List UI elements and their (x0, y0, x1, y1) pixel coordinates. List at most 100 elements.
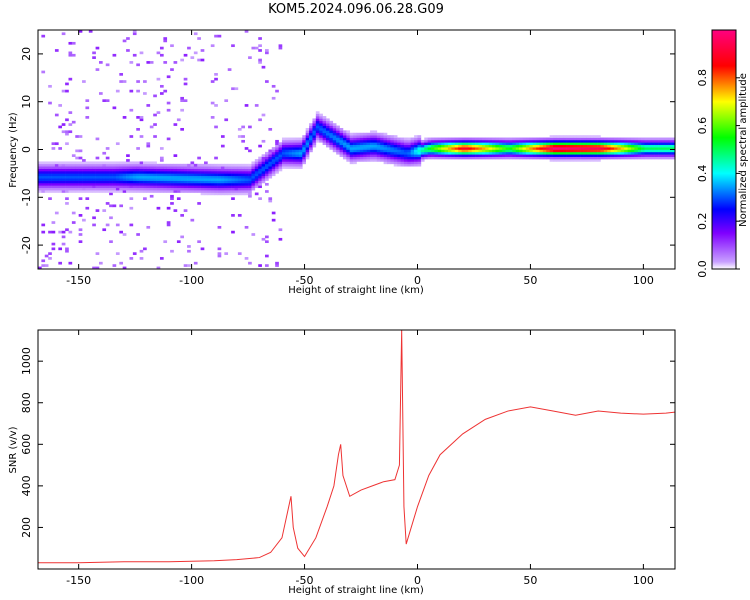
spectrogram-cell (366, 135, 371, 138)
spectrogram-cell (580, 156, 584, 160)
spectrogram-cell (88, 30, 93, 33)
spectrogram-cell (173, 168, 178, 172)
spectrogram-cell (488, 149, 493, 153)
spectrogram-cell (420, 149, 425, 153)
spectrogram-cell (569, 147, 574, 150)
spectrogram-cell (475, 154, 479, 157)
spectrogram-cell (78, 168, 83, 172)
spectrogram-x-label: Height of straight line (km) (288, 285, 424, 296)
spectrogram-cell (278, 151, 283, 155)
spectrogram-cell (248, 194, 252, 198)
spectrogram-cell (447, 147, 452, 150)
spectrogram-cell (38, 190, 42, 193)
spectrogram-cell (85, 171, 90, 174)
spectrogram-cell (275, 166, 279, 169)
spectrogram-cell (390, 151, 395, 155)
spectrogram-cell (224, 118, 229, 122)
spectrogram-cell (159, 92, 164, 95)
spectrogram-cell (149, 125, 154, 129)
spectrogram-cell (610, 156, 615, 160)
spectrogram-cell (105, 180, 110, 184)
spectrogram-cell (146, 166, 151, 169)
spectrogram-cell (153, 163, 157, 167)
spectrogram-cell (200, 187, 205, 191)
spectrogram-cell (102, 228, 107, 232)
spectrogram-cell (285, 159, 290, 162)
spectrogram-cell (309, 147, 313, 150)
spectrogram-cell (458, 144, 462, 148)
spectrogram-cell (271, 149, 276, 153)
spectrogram-cell (475, 139, 479, 143)
spectrogram-cell (427, 137, 432, 141)
spectrogram-cell (397, 159, 401, 162)
spectrogram-cell (370, 142, 374, 146)
spectrogram-cell (420, 147, 425, 150)
spectrogram-cell (661, 151, 666, 155)
spectrogram-cell (251, 182, 256, 186)
spectrogram-cell (353, 137, 357, 141)
spectrogram-cell (525, 144, 530, 148)
spectrogram-cell (78, 233, 83, 236)
spectrogram-cell (309, 130, 313, 134)
spectrogram-cell (295, 156, 300, 160)
spectrogram-cell (261, 139, 266, 143)
spectrogram-cell (204, 166, 208, 169)
spectrogram-cell (268, 156, 273, 160)
spectrogram-cell (590, 151, 594, 155)
spectrogram-cell (38, 171, 42, 174)
spectrogram-cell (244, 168, 249, 172)
spectrogram-cell (495, 156, 500, 160)
spectrogram-cell (553, 147, 557, 150)
spectrogram-cell (522, 154, 527, 157)
spectrogram-cell (397, 142, 401, 146)
spectrogram-cell (132, 32, 137, 36)
spectrogram-cell (109, 168, 113, 172)
spectrogram-cell (163, 240, 168, 244)
spectrogram-cell (281, 161, 286, 165)
spectrogram-cell (231, 197, 235, 200)
spectrogram-cell (370, 159, 374, 162)
spectrogram-cell (200, 247, 205, 251)
spectrogram-cell (126, 37, 130, 40)
spectrogram-cell (119, 163, 124, 167)
spectrogram-cell (173, 182, 178, 186)
spectrogram-cell (149, 168, 154, 172)
spectrogram-cell (546, 156, 550, 160)
spectrogram-cell (580, 149, 584, 153)
spectrogram-cell (261, 65, 266, 69)
spectrogram-cell (458, 156, 462, 160)
spectrogram-cell (281, 166, 286, 169)
spectrogram-cell (607, 137, 611, 141)
spectrogram-cell (149, 173, 154, 177)
spectrogram-cell (159, 168, 164, 172)
spectrogram-cell (292, 159, 296, 162)
spectrogram-cell (207, 163, 212, 167)
spectrogram-cell (204, 175, 208, 179)
spectrogram-cell (397, 149, 401, 153)
spectrogram-cell (220, 173, 225, 177)
spectrogram-cell (336, 151, 340, 155)
spectrogram-cell (136, 80, 140, 83)
spectrogram-cell (485, 139, 489, 143)
spectrogram-cell (373, 149, 378, 153)
spectrogram-cell (82, 185, 86, 189)
spectrogram-cell (143, 173, 147, 177)
spectrogram-cell (217, 180, 222, 184)
spectrogram-cell (400, 137, 405, 141)
spectrogram-cell (234, 168, 239, 172)
spectrogram-cell (85, 185, 90, 189)
spectrogram-cell (380, 151, 384, 155)
spectrogram-cell (542, 139, 547, 143)
spectrogram-cell (159, 178, 164, 181)
spectrogram-cell (227, 178, 232, 181)
spectrogram-cell (583, 144, 588, 148)
spectrogram-cell (298, 149, 303, 153)
spectrogram-cell (251, 168, 256, 172)
spectrogram-cell (370, 144, 374, 148)
spectrogram-cell (248, 182, 252, 186)
spectrogram-cell (254, 185, 259, 189)
spectrogram-cell (105, 223, 110, 227)
spectrogram-cell (441, 156, 445, 160)
spectrogram-cell (363, 142, 367, 146)
spectrogram-cell (224, 190, 229, 193)
